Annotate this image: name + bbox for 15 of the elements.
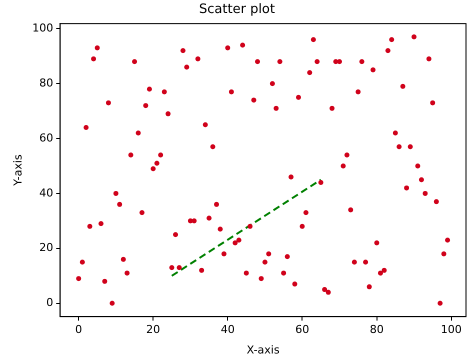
x-tick-label: 20 bbox=[146, 323, 160, 336]
x-tick-label: 0 bbox=[75, 323, 82, 336]
x-tick-label: 60 bbox=[295, 323, 310, 336]
x-tick-label: 100 bbox=[440, 323, 462, 336]
y-tick-label: 80 bbox=[39, 76, 54, 90]
y-tick-label: 20 bbox=[39, 241, 54, 254]
y-tick-label: 100 bbox=[32, 22, 54, 35]
y-tick-label: 0 bbox=[46, 296, 54, 310]
x-tick-label: 80 bbox=[370, 323, 384, 336]
chart-title: Scatter plot bbox=[199, 2, 275, 18]
y-tick-label: 40 bbox=[39, 186, 54, 200]
x-tick-label: 40 bbox=[220, 323, 235, 336]
y-tick-label: 60 bbox=[39, 131, 54, 144]
x-axis-title: X-axis bbox=[246, 343, 280, 356]
y-axis-title: Y-axis bbox=[11, 154, 24, 187]
